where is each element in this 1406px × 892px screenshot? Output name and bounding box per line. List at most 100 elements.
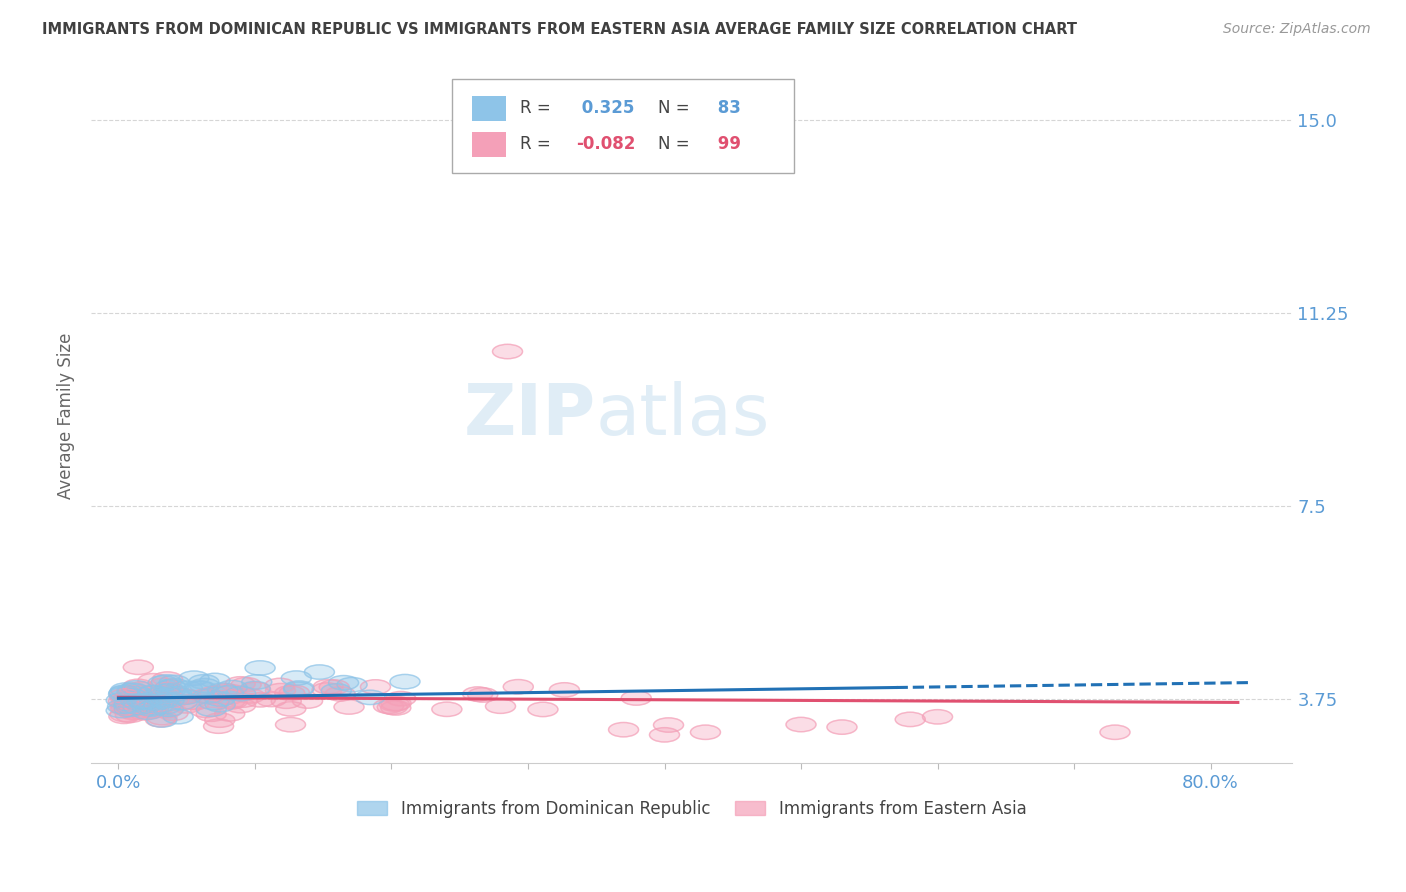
- Ellipse shape: [124, 696, 153, 710]
- Ellipse shape: [173, 681, 202, 696]
- Ellipse shape: [922, 710, 952, 724]
- Ellipse shape: [132, 695, 162, 709]
- Ellipse shape: [385, 691, 416, 706]
- Ellipse shape: [200, 686, 229, 700]
- Ellipse shape: [159, 693, 188, 707]
- Ellipse shape: [138, 699, 169, 714]
- Ellipse shape: [145, 698, 176, 713]
- Ellipse shape: [152, 672, 183, 686]
- Ellipse shape: [360, 680, 391, 694]
- Ellipse shape: [280, 685, 309, 699]
- Ellipse shape: [159, 679, 190, 693]
- Ellipse shape: [621, 690, 651, 706]
- Ellipse shape: [117, 692, 146, 706]
- Ellipse shape: [121, 693, 152, 707]
- Ellipse shape: [138, 704, 167, 718]
- Ellipse shape: [114, 697, 145, 711]
- Ellipse shape: [125, 694, 155, 709]
- Ellipse shape: [179, 671, 209, 685]
- Ellipse shape: [329, 675, 359, 690]
- Ellipse shape: [284, 682, 314, 697]
- Ellipse shape: [148, 675, 179, 690]
- Ellipse shape: [110, 707, 141, 722]
- Ellipse shape: [131, 698, 162, 713]
- Ellipse shape: [191, 703, 221, 717]
- Ellipse shape: [256, 692, 287, 706]
- Ellipse shape: [111, 700, 141, 715]
- Text: ZIP: ZIP: [464, 381, 596, 450]
- Ellipse shape: [264, 678, 295, 693]
- Ellipse shape: [215, 694, 245, 708]
- Ellipse shape: [314, 680, 343, 694]
- Ellipse shape: [118, 683, 149, 698]
- Ellipse shape: [122, 679, 153, 694]
- Ellipse shape: [240, 682, 270, 697]
- Ellipse shape: [107, 704, 136, 718]
- Ellipse shape: [120, 706, 149, 720]
- Ellipse shape: [374, 699, 404, 714]
- Ellipse shape: [276, 702, 305, 716]
- Ellipse shape: [143, 698, 174, 713]
- Ellipse shape: [127, 693, 157, 708]
- Ellipse shape: [163, 709, 193, 723]
- Ellipse shape: [274, 686, 305, 700]
- Ellipse shape: [131, 693, 160, 707]
- Ellipse shape: [159, 675, 190, 690]
- Ellipse shape: [292, 694, 322, 708]
- Ellipse shape: [215, 706, 245, 721]
- Ellipse shape: [276, 717, 305, 731]
- Ellipse shape: [187, 681, 217, 696]
- Ellipse shape: [111, 683, 141, 698]
- Ellipse shape: [242, 674, 271, 690]
- Text: IMMIGRANTS FROM DOMINICAN REPUBLIC VS IMMIGRANTS FROM EASTERN ASIA AVERAGE FAMIL: IMMIGRANTS FROM DOMINICAN REPUBLIC VS IM…: [42, 22, 1077, 37]
- Text: atlas: atlas: [596, 381, 770, 450]
- Ellipse shape: [205, 692, 235, 706]
- Ellipse shape: [197, 707, 226, 722]
- Ellipse shape: [117, 699, 148, 714]
- Ellipse shape: [122, 685, 153, 699]
- Ellipse shape: [129, 706, 159, 720]
- Ellipse shape: [217, 695, 247, 709]
- Ellipse shape: [139, 696, 170, 710]
- Ellipse shape: [550, 682, 579, 697]
- Ellipse shape: [124, 660, 153, 674]
- Ellipse shape: [125, 681, 156, 697]
- Ellipse shape: [170, 690, 201, 704]
- Ellipse shape: [197, 702, 226, 716]
- Ellipse shape: [377, 700, 408, 714]
- Ellipse shape: [208, 683, 238, 698]
- Ellipse shape: [146, 713, 177, 727]
- Ellipse shape: [135, 696, 165, 710]
- Ellipse shape: [121, 681, 152, 695]
- Ellipse shape: [214, 686, 243, 700]
- Ellipse shape: [190, 679, 219, 693]
- Ellipse shape: [194, 690, 225, 704]
- Ellipse shape: [156, 683, 186, 698]
- Ellipse shape: [225, 677, 256, 691]
- Bar: [472, 132, 506, 157]
- Ellipse shape: [117, 683, 148, 698]
- Ellipse shape: [110, 686, 139, 700]
- Ellipse shape: [492, 344, 523, 359]
- Ellipse shape: [117, 688, 148, 702]
- Ellipse shape: [245, 661, 276, 675]
- Ellipse shape: [125, 699, 155, 714]
- Text: -0.082: -0.082: [576, 136, 636, 153]
- Ellipse shape: [1099, 725, 1130, 739]
- Ellipse shape: [271, 694, 301, 708]
- Ellipse shape: [108, 709, 139, 723]
- Ellipse shape: [152, 674, 181, 690]
- Ellipse shape: [284, 681, 314, 695]
- Text: N =: N =: [658, 136, 690, 153]
- Ellipse shape: [118, 705, 149, 719]
- Ellipse shape: [149, 678, 179, 692]
- Ellipse shape: [527, 702, 558, 716]
- Ellipse shape: [167, 695, 197, 709]
- Text: 83: 83: [713, 99, 741, 117]
- Ellipse shape: [184, 681, 214, 695]
- Ellipse shape: [134, 705, 163, 720]
- Ellipse shape: [319, 680, 349, 694]
- Ellipse shape: [172, 698, 201, 713]
- Ellipse shape: [107, 693, 136, 707]
- Ellipse shape: [115, 708, 145, 723]
